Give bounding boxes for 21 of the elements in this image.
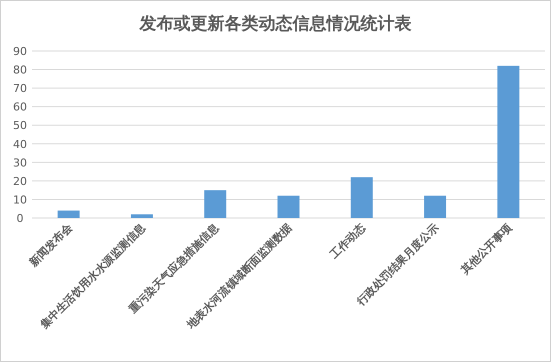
bar (58, 210, 80, 218)
y-tick-label: 80 (13, 64, 27, 77)
bar (204, 190, 226, 218)
y-tick-label: 0 (16, 212, 24, 225)
y-tick-label: 90 (13, 45, 27, 58)
bar (497, 66, 520, 218)
y-tick-label: 40 (13, 138, 27, 151)
bar (278, 196, 300, 218)
bar (424, 196, 446, 218)
y-tick-label: 20 (13, 174, 27, 188)
y-tick-label: 10 (13, 193, 27, 206)
x-tick-label: 工作动态 (326, 220, 369, 262)
chart-title: 发布或更新各类动态信息情况统计表 (138, 14, 412, 34)
bar (350, 177, 373, 218)
x-tick-label: 新闻发布会 (26, 220, 76, 270)
y-tick-label: 60 (13, 100, 27, 114)
x-tick-label: 其他公开事项 (458, 220, 516, 278)
bar (130, 214, 153, 218)
y-tick-label: 30 (13, 156, 27, 170)
y-tick-label: 70 (13, 82, 27, 96)
y-tick-label: 50 (13, 119, 27, 132)
